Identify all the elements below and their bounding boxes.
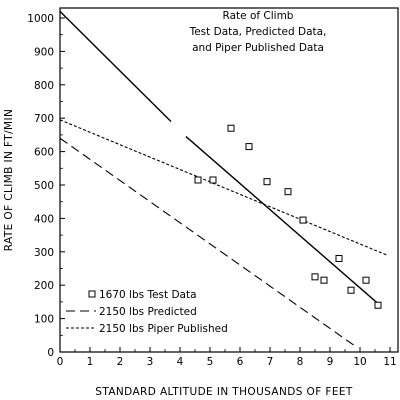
series-line-solid	[59, 10, 172, 123]
y-tick-label: 300	[34, 247, 54, 259]
x-tick-label: 3	[147, 356, 154, 368]
y-tick-label: 500	[34, 180, 54, 192]
test-data-point	[335, 254, 343, 262]
y-axis-label: RATE OF CLIMB IN FT/MIN	[3, 109, 15, 251]
test-data-point	[299, 216, 307, 224]
test-data-point	[347, 286, 355, 294]
y-tick-label: 200	[34, 280, 54, 292]
plot-frame	[59, 7, 399, 353]
test-data-point	[227, 124, 235, 132]
test-data-point	[284, 188, 292, 196]
test-data-point	[194, 176, 202, 184]
chart-title-line-1: Rate of Climb	[223, 10, 294, 22]
axis-ticks	[59, 17, 391, 353]
test-data-point	[263, 178, 271, 186]
x-tick-label: 0	[57, 356, 64, 368]
x-tick-label: 7	[267, 356, 274, 368]
x-tick-label: 10	[353, 356, 366, 368]
series-markers	[194, 124, 382, 309]
legend-label-predicted: 2150 lbs Predicted	[99, 306, 197, 318]
test-data-point	[362, 276, 370, 284]
test-data-point	[320, 276, 328, 284]
legend-label-piper-published: 2150 lbs Piper Published	[99, 323, 228, 335]
chart-title-line-2: Test Data, Predicted Data,	[189, 26, 327, 38]
legend: 1670 lbs Test Data 2150 lbs Predicted 21…	[66, 289, 228, 335]
x-tick-label: 2	[117, 356, 124, 368]
chart-title-line-3: and Piper Published Data	[192, 42, 324, 54]
x-tick-label: 1	[87, 356, 94, 368]
test-data-point	[311, 273, 319, 281]
y-tick-label: 100	[34, 314, 54, 326]
tick-labels: 0 1 2 3 4 5 6 7 8 9 10 11 0 100 200 300 400 500 600 700 800 9…	[27, 13, 396, 368]
x-tick-label: 11	[383, 356, 396, 368]
legend-marker-test-data	[88, 290, 96, 298]
y-tick-label: 0	[47, 347, 54, 359]
y-tick-label: 700	[34, 113, 54, 125]
x-tick-label: 9	[327, 356, 334, 368]
x-tick-label: 6	[237, 356, 244, 368]
y-tick-label: 800	[34, 80, 54, 92]
series-line-short-dash	[59, 119, 388, 256]
x-tick-label: 4	[177, 356, 184, 368]
series-lines	[59, 10, 388, 346]
test-data-point	[245, 143, 253, 151]
x-axis-label: STANDARD ALTITUDE IN THOUSANDS OF FEET	[95, 386, 353, 398]
series-line-long-dash	[59, 137, 355, 346]
y-tick-label: 600	[34, 147, 54, 159]
legend-label-test-data: 1670 lbs Test Data	[99, 289, 197, 301]
x-tick-label: 5	[207, 356, 214, 368]
y-tick-label: 400	[34, 213, 54, 225]
y-tick-label: 900	[34, 46, 54, 58]
series-line-solid	[185, 136, 379, 305]
y-tick-label: 1000	[27, 13, 54, 25]
test-data-point	[209, 176, 217, 184]
x-tick-label: 8	[297, 356, 304, 368]
test-data-point	[374, 301, 382, 309]
